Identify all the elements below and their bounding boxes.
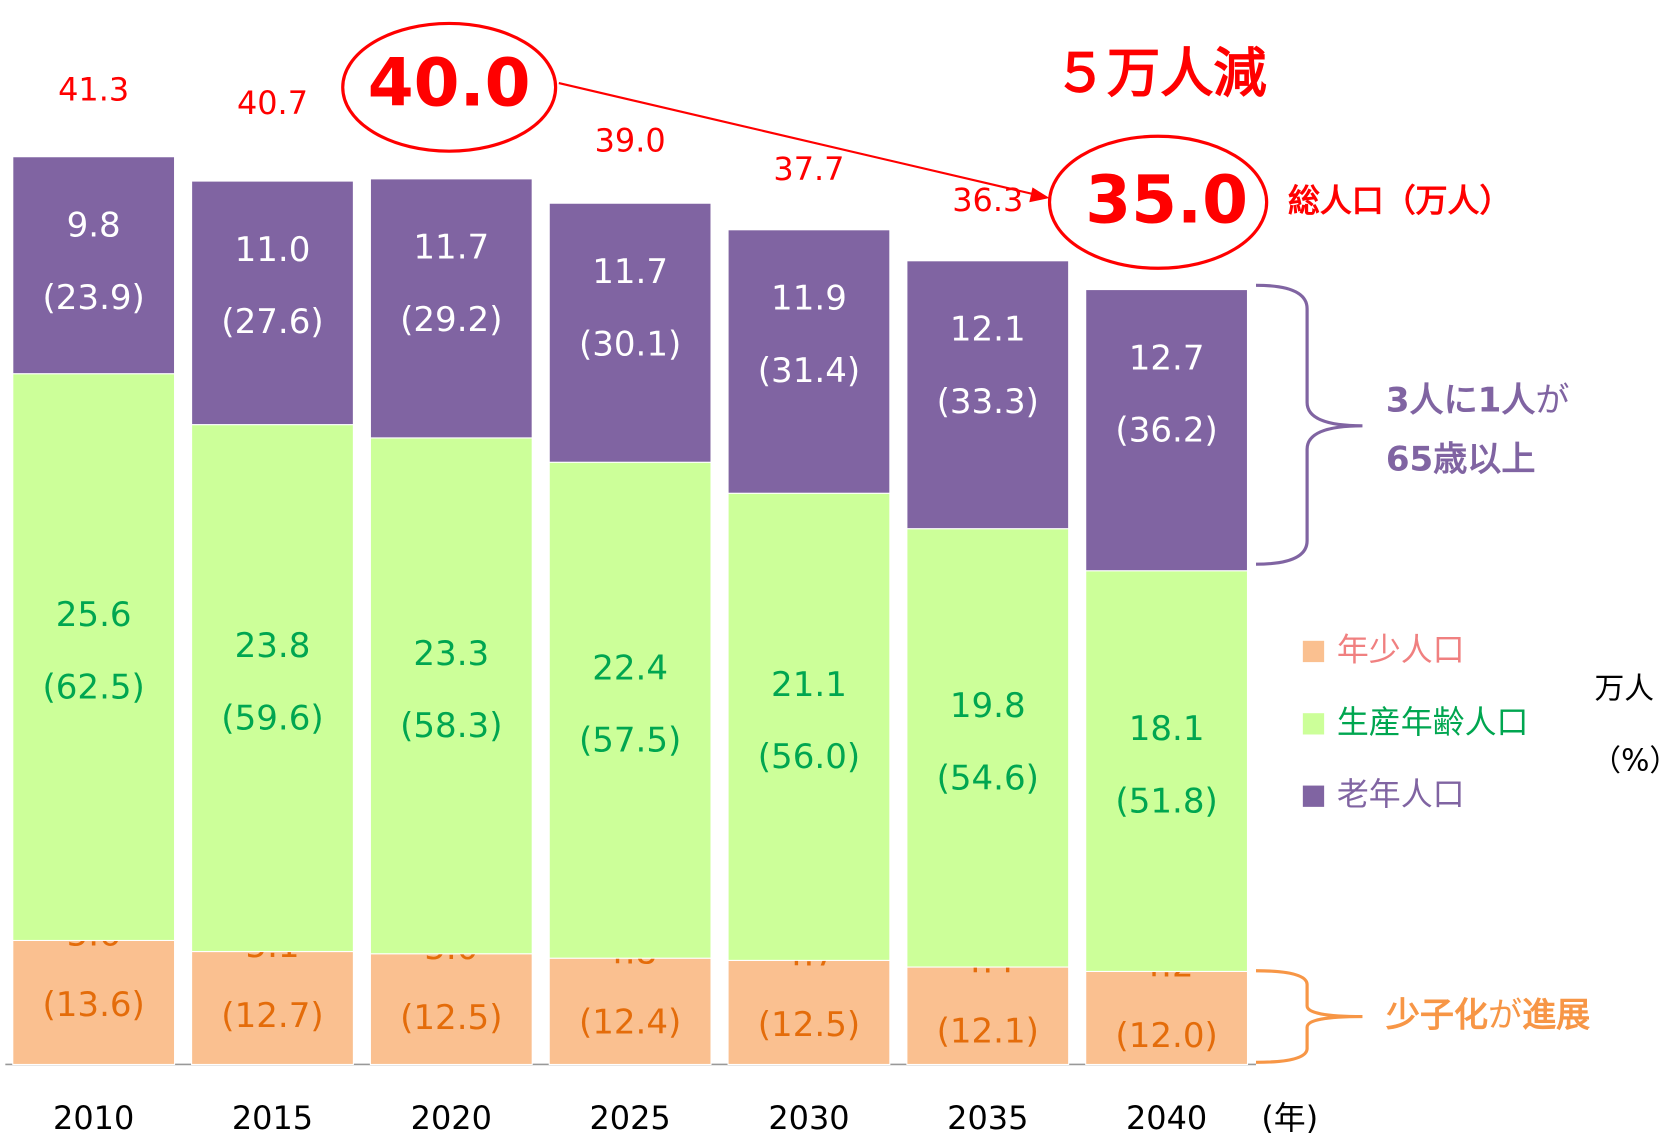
unit-label: （%） <box>1591 744 1669 779</box>
annotation: 65歳以上 <box>1386 439 1536 479</box>
share-label: (36.2) <box>1115 411 1217 451</box>
value-label: 11.7 <box>413 228 489 268</box>
bar-segment <box>548 202 712 463</box>
share-label: (13.6) <box>42 985 144 1025</box>
share-label: (12.5) <box>758 1005 860 1045</box>
share-label: (12.5) <box>400 998 502 1038</box>
value-label: 11.7 <box>592 252 668 292</box>
x-tick-label: 2035 <box>947 1099 1028 1137</box>
x-tick-label: 2015 <box>232 1099 313 1137</box>
bar-segment <box>191 951 354 1065</box>
value-label: 21.1 <box>771 665 847 705</box>
x-tick-label: 2040 <box>1126 1099 1207 1137</box>
share-label: (12.4) <box>579 1003 681 1043</box>
bar-segment <box>191 424 354 953</box>
share-label: (27.6) <box>221 302 323 342</box>
brace <box>1256 283 1363 566</box>
bar-segment <box>369 178 533 439</box>
total-label: 40.0 <box>368 44 531 121</box>
share-label: (29.2) <box>400 300 502 340</box>
legend-swatch <box>1302 713 1325 735</box>
bar-segment <box>1085 570 1249 972</box>
value-label: 25.6 <box>56 595 132 635</box>
unit-label: (年) <box>1261 1099 1318 1137</box>
x-tick-label: 2030 <box>768 1099 849 1137</box>
annotation: 少子化が進展 <box>1386 995 1590 1035</box>
share-label: (12.1) <box>937 1012 1039 1052</box>
bar-segment <box>727 959 891 1065</box>
bar-segment <box>906 528 1070 968</box>
share-label: (58.3) <box>400 706 502 746</box>
bar-segment <box>191 180 354 426</box>
bar-segment <box>1085 289 1249 572</box>
x-tick-label: 2010 <box>53 1099 134 1137</box>
value-label: 23.8 <box>235 626 311 666</box>
bar-segment <box>727 229 891 494</box>
value-label: 11.0 <box>235 230 311 270</box>
annotation: 3人に1人が <box>1386 380 1570 420</box>
share-label: (30.1) <box>579 324 681 364</box>
share-label: (51.8) <box>1115 782 1217 822</box>
share-label: (54.6) <box>937 758 1039 798</box>
annotation: ５万人減 <box>1054 42 1267 104</box>
value-label: 12.7 <box>1129 338 1205 378</box>
value-label: 11.9 <box>771 279 847 319</box>
x-tick-label: 2020 <box>411 1099 492 1137</box>
value-label: 19.8 <box>950 686 1026 726</box>
value-label: 12.1 <box>950 310 1026 350</box>
total-label: 35.0 <box>1085 161 1248 238</box>
brace <box>1256 969 1363 1064</box>
total-label: 40.7 <box>237 84 308 122</box>
legend-label: 年少人口 <box>1337 630 1465 668</box>
bar-segment <box>548 461 712 959</box>
legend-swatch <box>1302 640 1325 663</box>
share-label: (12.0) <box>1115 1016 1217 1056</box>
annotation: 総人口（万人） <box>1288 181 1511 219</box>
bar-segment <box>727 492 891 961</box>
value-label: 9.8 <box>67 205 121 245</box>
bar-segment <box>906 966 1070 1065</box>
unit-label: 万人 <box>1594 671 1654 706</box>
value-label: 23.3 <box>413 634 489 674</box>
total-label: 41.3 <box>58 71 129 109</box>
share-label: (33.3) <box>937 382 1039 422</box>
highlight-circle <box>341 21 558 153</box>
share-label: (31.4) <box>758 351 860 391</box>
total-label: 39.0 <box>595 121 666 159</box>
value-label: 18.1 <box>1129 709 1205 749</box>
bar-segment <box>12 373 176 942</box>
bar-segment <box>12 156 176 375</box>
share-label: (57.5) <box>579 721 681 761</box>
bar-segment <box>12 939 176 1065</box>
total-label: 37.7 <box>773 150 844 188</box>
share-label: (12.7) <box>221 996 323 1036</box>
highlight-circle <box>1047 134 1269 270</box>
legend-swatch <box>1302 785 1325 807</box>
legend-label: 生産年齢人口 <box>1337 703 1529 741</box>
x-tick-label: 2025 <box>590 1099 671 1137</box>
bar-segment <box>1085 970 1249 1065</box>
arrow <box>558 82 1042 197</box>
share-label: (59.6) <box>221 699 323 739</box>
total-label: 36.3 <box>952 181 1023 219</box>
bar-segment <box>369 953 533 1065</box>
value-label: 22.4 <box>592 648 668 688</box>
share-label: (23.9) <box>42 278 144 318</box>
bar-segment <box>906 260 1070 530</box>
arrow-head <box>1029 187 1050 203</box>
bar-segment <box>369 437 533 955</box>
share-label: (56.0) <box>758 737 860 777</box>
legend-label: 老年人口 <box>1337 775 1465 813</box>
bar-segment <box>548 957 712 1065</box>
share-label: (62.5) <box>42 668 144 708</box>
